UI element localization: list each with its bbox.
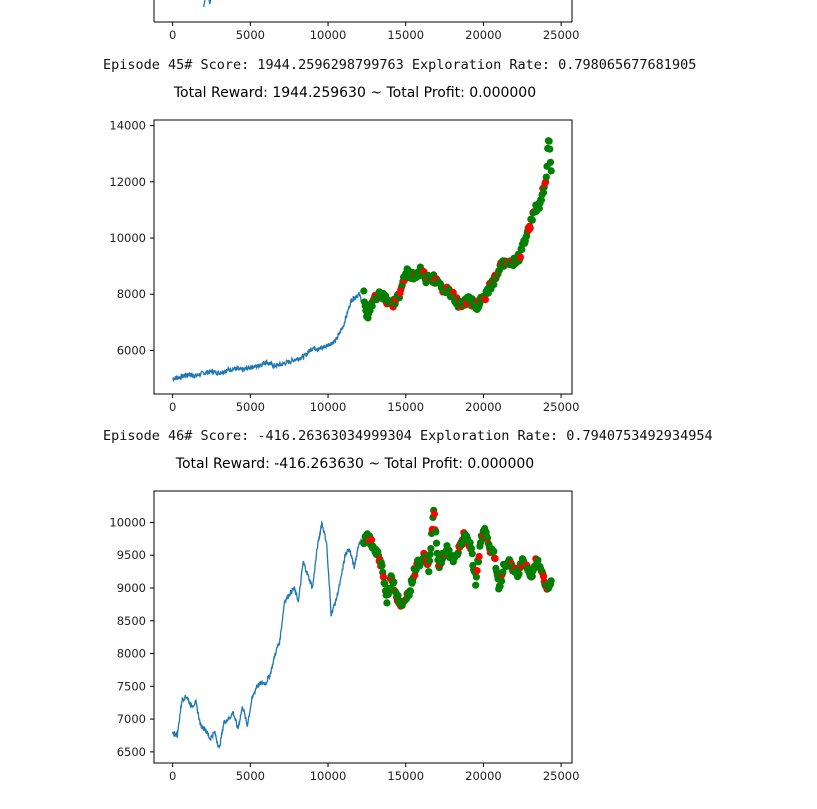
long-marker xyxy=(390,578,398,586)
long-marker xyxy=(528,572,536,580)
long-marker xyxy=(542,173,550,181)
long-marker xyxy=(425,557,434,565)
short-marker xyxy=(379,573,387,581)
episode-46-log-line: Episode 46# Score: -416.26363034999304 E… xyxy=(103,428,713,444)
long-marker xyxy=(546,145,554,153)
short-marker xyxy=(481,296,489,304)
chart-title: Total Reward: 1944.259630 ~ Total Profit… xyxy=(173,85,536,101)
chart-episode-45: Total Reward: 1944.259630 ~ Total Profit… xyxy=(109,85,579,414)
long-marker xyxy=(381,580,389,588)
y-tick-label: 12000 xyxy=(109,175,146,189)
long-marker xyxy=(528,216,536,224)
short-marker xyxy=(516,253,525,261)
long-marker xyxy=(490,281,498,289)
long-marker xyxy=(360,287,368,295)
y-tick-label: 10000 xyxy=(109,231,146,245)
x-tick-label: 0 xyxy=(169,28,176,42)
short-marker xyxy=(430,510,438,518)
short-marker xyxy=(367,536,376,544)
x-tick-label: 5000 xyxy=(236,400,265,414)
plot-frame xyxy=(153,490,573,764)
long-marker xyxy=(466,539,474,547)
long-marker xyxy=(378,562,386,570)
long-marker xyxy=(468,550,476,558)
short-marker xyxy=(491,554,499,563)
long-marker xyxy=(537,196,546,204)
long-marker xyxy=(474,558,483,566)
long-marker xyxy=(432,539,441,547)
long-marker xyxy=(515,570,523,578)
long-marker xyxy=(432,528,440,536)
long-marker xyxy=(539,188,548,197)
price-line xyxy=(171,520,365,750)
short-marker xyxy=(539,572,548,580)
long-marker xyxy=(497,577,506,585)
y-tick-label: 9500 xyxy=(117,548,146,562)
x-tick-label: 20000 xyxy=(465,28,502,42)
x-tick-label: 0 xyxy=(169,769,176,783)
price-line xyxy=(203,0,217,8)
y-tick-label: 14000 xyxy=(109,119,146,133)
long-marker xyxy=(472,581,480,589)
x-tick-label: 15000 xyxy=(387,400,424,414)
chart-episode-46: Total Reward: -416.263630 ~ Total Profit… xyxy=(109,456,579,783)
y-tick-label: 6000 xyxy=(117,343,146,357)
long-marker xyxy=(534,556,542,564)
long-marker xyxy=(499,568,507,576)
y-tick-label: 8000 xyxy=(117,647,146,661)
x-tick-label: 15000 xyxy=(387,769,424,783)
x-tick-label: 10000 xyxy=(310,28,347,42)
y-tick-label: 8500 xyxy=(117,614,146,628)
long-marker xyxy=(545,137,553,145)
long-marker xyxy=(518,246,526,254)
long-marker xyxy=(467,544,476,553)
short-marker xyxy=(475,552,483,561)
y-tick-label: 8000 xyxy=(117,287,146,301)
long-marker xyxy=(483,534,492,542)
x-tick-label: 10000 xyxy=(310,400,347,414)
x-tick-label: 25000 xyxy=(543,28,580,42)
long-marker xyxy=(535,204,543,212)
chart-episode-44-cropped: 0 5000 10000 15000 20000 25000 xyxy=(153,0,580,42)
y-tick-label: 7500 xyxy=(117,679,146,693)
x-tick-label: 25000 xyxy=(543,400,580,414)
long-marker xyxy=(472,573,480,581)
y-tick-label: 9000 xyxy=(117,581,146,595)
chart-title: Total Reward: -416.263630 ~ Total Profit… xyxy=(175,456,534,472)
long-marker xyxy=(407,587,415,595)
short-marker xyxy=(473,567,481,575)
x-tick-label: 5000 xyxy=(236,769,265,783)
y-tick-label: 7000 xyxy=(117,712,146,726)
long-marker xyxy=(547,167,555,175)
x-tick-label: 15000 xyxy=(387,28,424,42)
x-tick-label: 0 xyxy=(169,400,176,414)
long-marker xyxy=(433,549,441,557)
x-tick-label: 10000 xyxy=(310,769,347,783)
y-tick-label: 10000 xyxy=(109,515,146,529)
long-marker xyxy=(547,577,555,585)
x-tick-label: 20000 xyxy=(465,769,502,783)
plot-frame xyxy=(153,119,573,395)
long-marker xyxy=(383,599,391,607)
x-tick-label: 25000 xyxy=(543,769,580,783)
x-tick-label: 20000 xyxy=(465,400,502,414)
long-marker xyxy=(427,545,435,553)
y-tick-label: 6500 xyxy=(117,745,146,759)
long-marker xyxy=(546,158,555,166)
x-tick-label: 5000 xyxy=(236,28,265,42)
episode-45-log-line: Episode 45# Score: 1944.2596298799763 Ex… xyxy=(103,57,697,73)
short-marker xyxy=(526,224,534,232)
price-line xyxy=(172,291,364,383)
long-marker xyxy=(426,550,434,559)
long-marker xyxy=(490,547,498,556)
long-marker xyxy=(425,568,433,576)
